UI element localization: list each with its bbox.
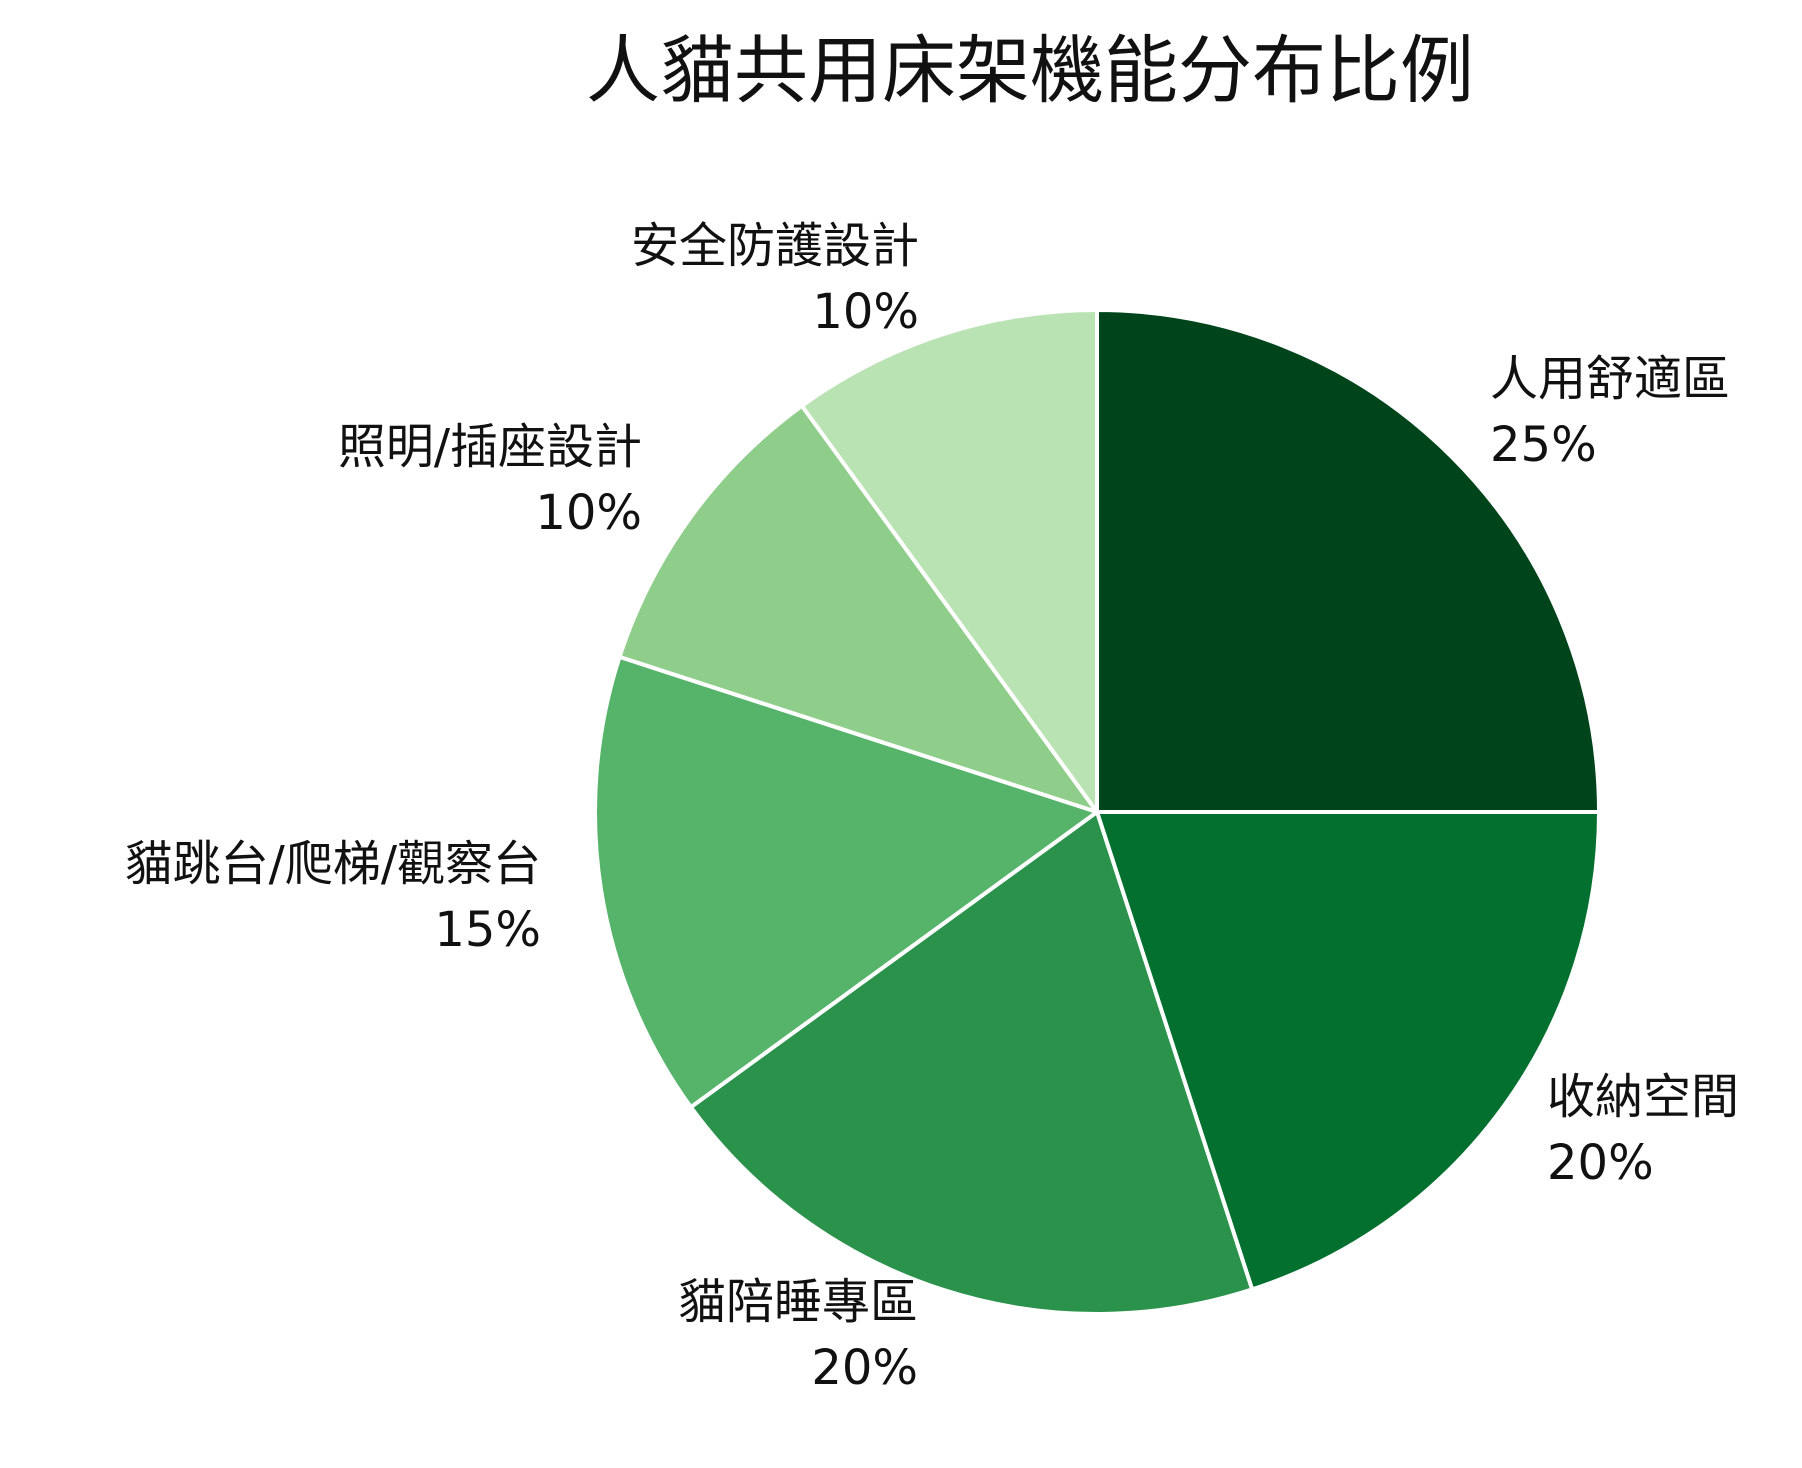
pie-slice [617, 403, 1099, 814]
slices-layer [593, 308, 1601, 1316]
pie-slice [593, 654, 1099, 1110]
pie-slice [688, 810, 1255, 1316]
pie-slice [1095, 810, 1601, 1292]
slice-label: 人用舒適區 [1490, 351, 1730, 407]
slice-label: 安全防護設計 [631, 218, 919, 274]
slice-value-label: 10% [812, 284, 919, 340]
slice-value-label: 10% [535, 485, 642, 541]
slice-label: 照明/插座設計 [338, 419, 642, 475]
slice-label: 收納空間 [1547, 1069, 1739, 1125]
slice-label: 貓跳台/爬梯/觀察台 [125, 836, 541, 892]
labels-layer: 人用舒適區 25% 收納空間 20% 貓陪睡專區 20% 貓跳台/爬梯/觀察台 15% 照明/插… [125, 218, 1739, 1396]
pie-slice [1095, 308, 1601, 814]
pie-slice [799, 308, 1099, 814]
slice-value-label: 20% [811, 1340, 918, 1396]
chart-title: 人貓共用床架機能分布比例 [586, 28, 1474, 114]
slice-label: 貓陪睡專區 [678, 1274, 918, 1330]
slice-value-label: 25% [1490, 417, 1597, 473]
slice-value-label: 15% [434, 902, 541, 958]
slice-value-label: 20% [1547, 1135, 1654, 1191]
